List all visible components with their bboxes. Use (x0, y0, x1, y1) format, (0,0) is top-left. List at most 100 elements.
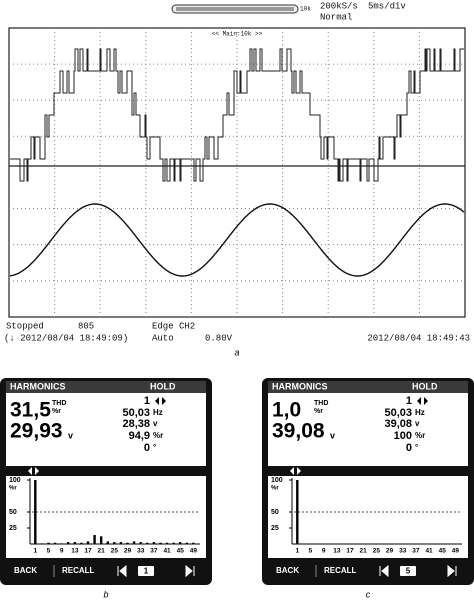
x-tick-label: 13 (71, 548, 79, 555)
back-button[interactable]: BACK (14, 566, 37, 575)
next-button[interactable] (447, 564, 457, 578)
y-tick-label: 50 (271, 509, 279, 516)
thd-unit: THD (314, 400, 328, 407)
caption: b (103, 589, 108, 599)
caption: a (234, 347, 239, 357)
thd-unit2: %r (314, 408, 323, 415)
x-tick-label: 49 (190, 548, 198, 555)
x-tick-label: 9 (60, 548, 64, 555)
y-tick-label: 100 (9, 477, 21, 484)
header-bar (6, 381, 206, 393)
x-tick-label: 21 (98, 548, 106, 555)
bar (40, 543, 44, 544)
bar (126, 542, 129, 544)
phase-unit: ° (153, 443, 156, 452)
scope-traces (9, 28, 465, 317)
bar (159, 542, 162, 544)
cursor-arrows (290, 467, 301, 475)
bar (179, 542, 182, 544)
start-time: (↓ 2012/08/04 18:49:09) (4, 333, 128, 343)
zoom-label: << Main:10k >> (212, 31, 263, 38)
percent-unit: %r (415, 431, 425, 440)
count: 805 (78, 321, 94, 331)
trigger-mode: Auto (152, 333, 174, 343)
trigger-level: 0.80V (205, 333, 233, 343)
header-bar (268, 381, 468, 393)
y-tick-label: 50 (9, 509, 17, 516)
x-tick-label: 37 (150, 548, 158, 555)
next-button[interactable] (185, 564, 195, 578)
bar (172, 542, 175, 544)
recall-button[interactable]: RECALL (62, 566, 95, 575)
x-tick-label: 25 (111, 548, 119, 555)
bar (34, 480, 37, 544)
order-arrows (155, 397, 166, 405)
timebase-fill (176, 7, 294, 11)
bar (106, 541, 109, 544)
voltage-trace (10, 48, 464, 182)
page-box (400, 566, 416, 576)
x-tick-label: 49 (452, 548, 460, 555)
hold: HOLD (150, 381, 176, 391)
bar (113, 542, 116, 544)
sample-rate: 200kS/s (320, 1, 358, 11)
bar (80, 542, 83, 544)
x-tick-label: 5 (47, 548, 51, 555)
bar (93, 535, 96, 544)
x-tick-label: 1 (295, 548, 299, 555)
x-tick-label: 17 (84, 548, 92, 555)
end-time: 2012/08/04 18:49:43 (367, 333, 470, 343)
percent-value: 100 (394, 430, 412, 442)
readings-area (268, 393, 468, 466)
x-tick-label: 41 (425, 548, 433, 555)
x-tick-label: 29 (386, 548, 394, 555)
freq-unit: Hz (415, 408, 425, 417)
recall-button[interactable]: RECALL (324, 566, 357, 575)
bar (47, 542, 50, 544)
volts-unit: v (153, 419, 158, 428)
x-tick-label: 17 (346, 548, 354, 555)
rms-unit: v (68, 430, 73, 440)
mode: Normal (320, 12, 352, 22)
rms-unit: v (330, 430, 335, 440)
rms-value: 29,93 (10, 420, 63, 443)
x-tick-label: 41 (163, 548, 171, 555)
bar (60, 543, 63, 544)
readings-area (6, 393, 206, 466)
thd-unit: THD (52, 400, 66, 407)
bar (152, 542, 156, 544)
y-tick-label: 25 (9, 525, 17, 532)
status: Stopped (6, 321, 44, 331)
order-arrows (417, 397, 428, 405)
order-value: 1 (406, 395, 412, 407)
x-tick-label: 9 (322, 548, 326, 555)
page-number: 1 (144, 567, 149, 576)
volts-value: 39,08 (384, 418, 412, 430)
x-tick-label: 29 (124, 548, 132, 555)
bar (296, 480, 299, 544)
freq-unit: Hz (153, 408, 163, 417)
percent-unit: %r (153, 431, 163, 440)
x-tick-label: 45 (177, 548, 185, 555)
y-tick-label: 25 (271, 525, 279, 532)
y-unit: %r (271, 486, 279, 492)
rms-value: 39,08 (272, 420, 325, 443)
back-button[interactable]: BACK (276, 566, 299, 575)
freq-value: 50,03 (122, 407, 150, 419)
hold: HOLD (412, 381, 438, 391)
y-tick-label: 100 (271, 477, 283, 484)
caption: c (366, 589, 371, 599)
current-trace (9, 203, 465, 277)
time-div: 5ms/div (368, 1, 406, 11)
thd-value: 1,0 (272, 399, 301, 422)
prev-button[interactable] (379, 564, 389, 578)
x-tick-label: 45 (439, 548, 447, 555)
bar (185, 542, 189, 544)
prev-button[interactable] (117, 564, 127, 578)
header: HARMONICS (10, 381, 66, 391)
bar (192, 542, 195, 544)
bar (139, 542, 142, 544)
